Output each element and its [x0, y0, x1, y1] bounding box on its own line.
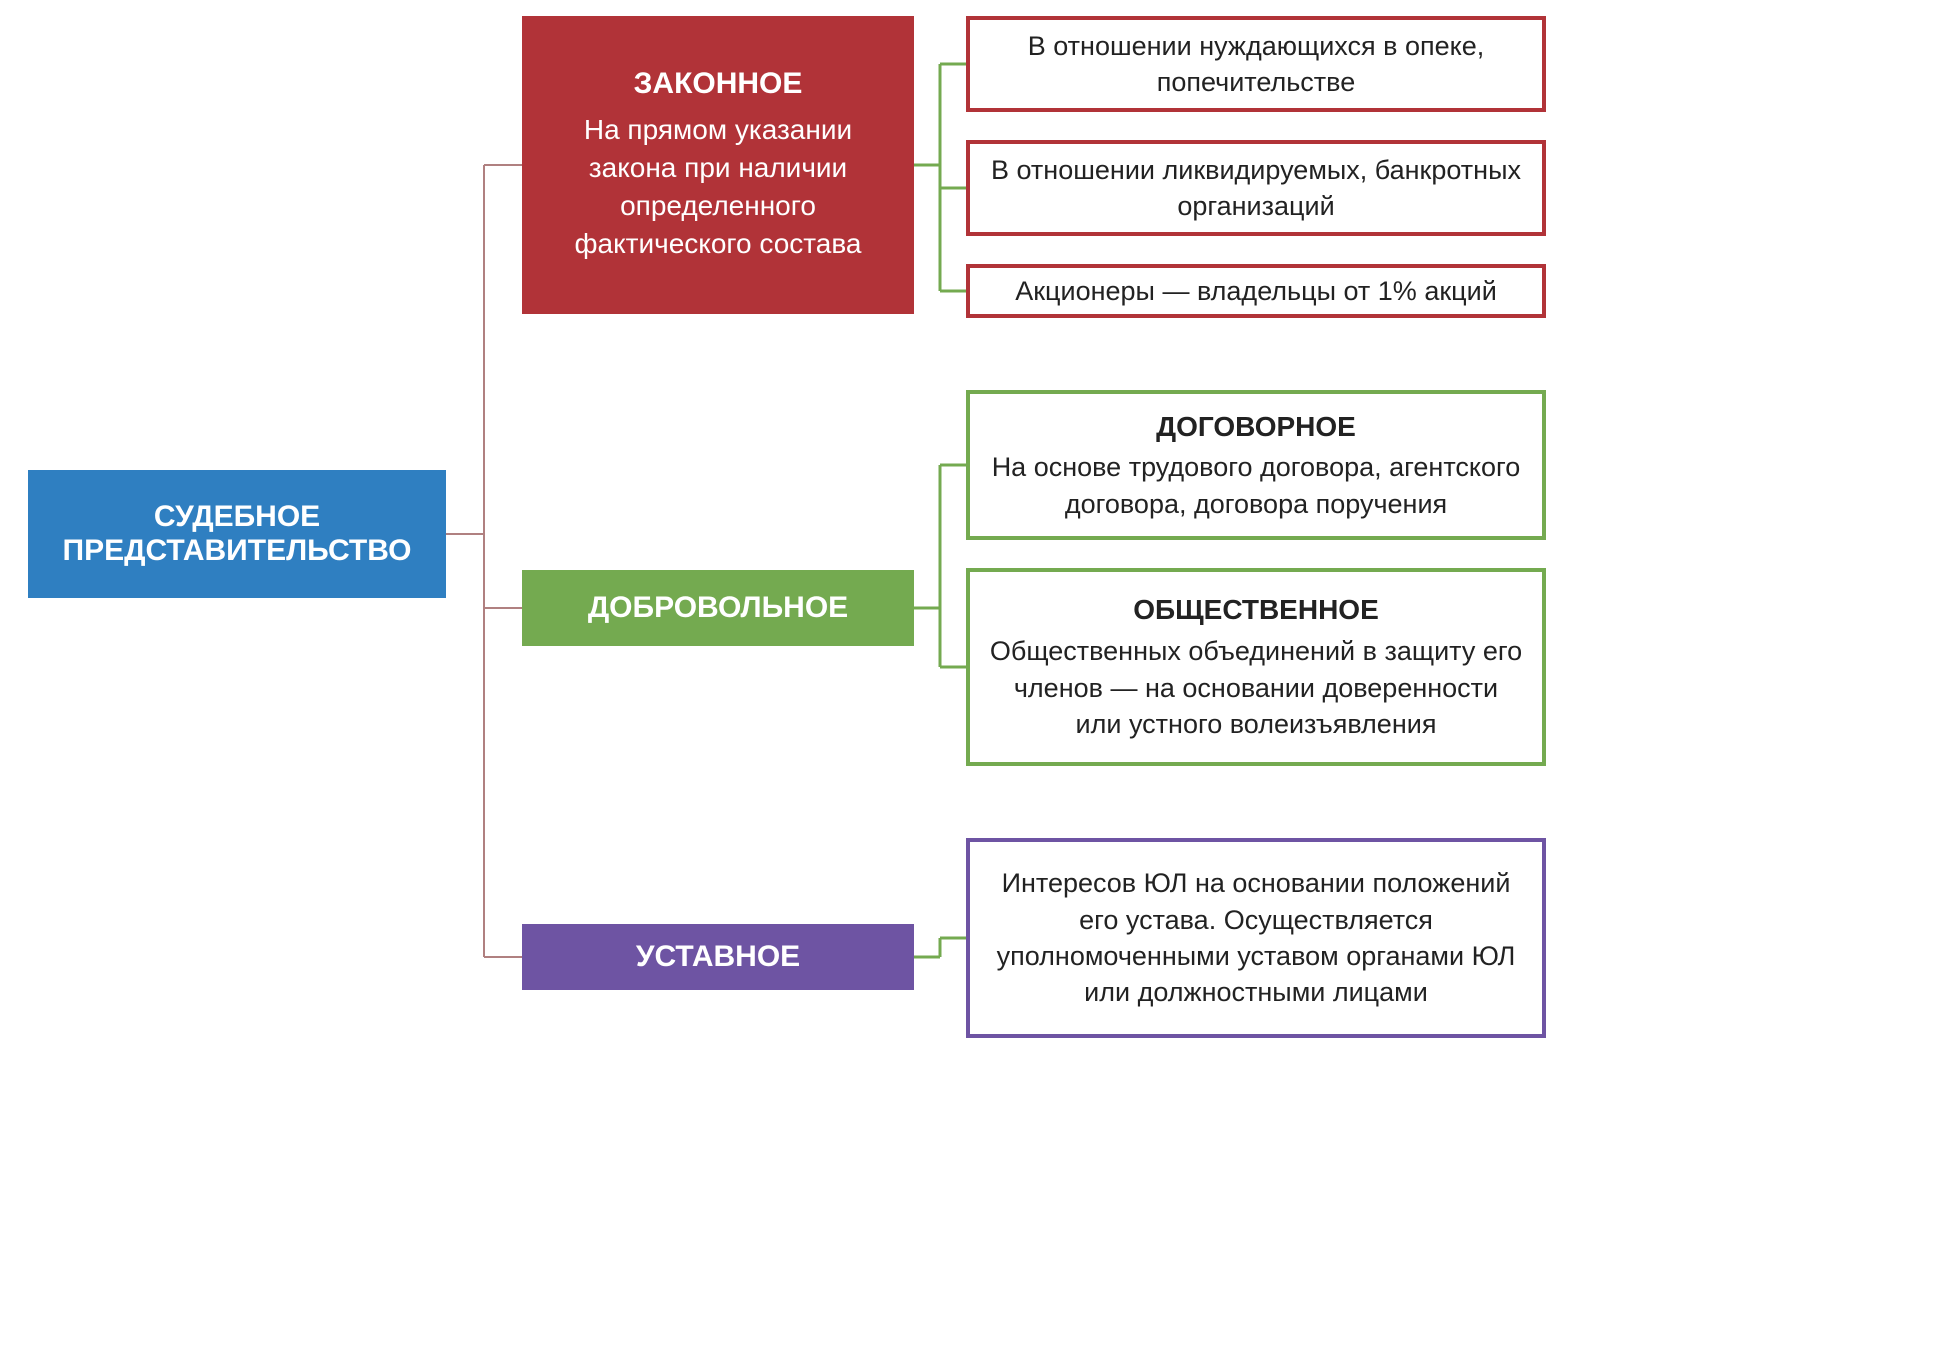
- leaf-legal-2: Акционеры — владельцы от 1% акций: [966, 264, 1546, 318]
- branch-title: ЗАКОННОЕ: [634, 67, 803, 101]
- leaf-text: На основе трудового договора, агентского…: [988, 449, 1524, 522]
- branch-legal: ЗАКОННОЕ На прямом указании закона при на…: [522, 16, 914, 314]
- leaf-legal-1: В отношении ликвидируемых, банкротных ор…: [966, 140, 1546, 236]
- branch-title: УСТАВНОЕ: [636, 940, 800, 974]
- leaf-text: В отношении нуждающихся в опеке, попечит…: [988, 28, 1524, 101]
- leaf-text: Интересов ЮЛ на основании положений его …: [988, 865, 1524, 1011]
- leaf-voluntary-1: ОБЩЕСТВЕННОЕ Общественных объединений в з…: [966, 568, 1546, 766]
- leaf-title: ДОГОВОРНОЕ: [1156, 408, 1356, 446]
- branch-voluntary: ДОБРОВОЛЬНОЕ: [522, 570, 914, 646]
- branch-subtitle: На прямом указании закона при наличии оп…: [543, 111, 893, 262]
- branch-statutory: УСТАВНОЕ: [522, 924, 914, 990]
- leaf-text: В отношении ликвидируемых, банкротных ор…: [988, 152, 1524, 225]
- leaf-text: Акционеры — владельцы от 1% акций: [1015, 273, 1497, 309]
- branch-title: ДОБРОВОЛЬНОЕ: [588, 591, 848, 625]
- leaf-statutory-0: Интересов ЮЛ на основании положений его …: [966, 838, 1546, 1038]
- leaf-voluntary-0: ДОГОВОРНОЕНа основе трудового договора, …: [966, 390, 1546, 540]
- leaf-text: Общественных объединений в защиту его чл…: [988, 633, 1524, 742]
- root-node: СУДЕБНОЕ ПРЕДСТАВИТЕЛЬСТВО: [28, 470, 446, 598]
- leaf-title: ОБЩЕСТВЕННОЕ: [1133, 591, 1379, 629]
- root-label: СУДЕБНОЕ ПРЕДСТАВИТЕЛЬСТВО: [49, 500, 425, 568]
- leaf-legal-0: В отношении нуждающихся в опеке, попечит…: [966, 16, 1546, 112]
